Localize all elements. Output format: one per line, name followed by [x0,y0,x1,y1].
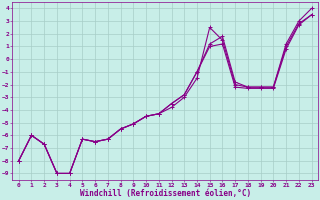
X-axis label: Windchill (Refroidissement éolien,°C): Windchill (Refroidissement éolien,°C) [80,189,251,198]
